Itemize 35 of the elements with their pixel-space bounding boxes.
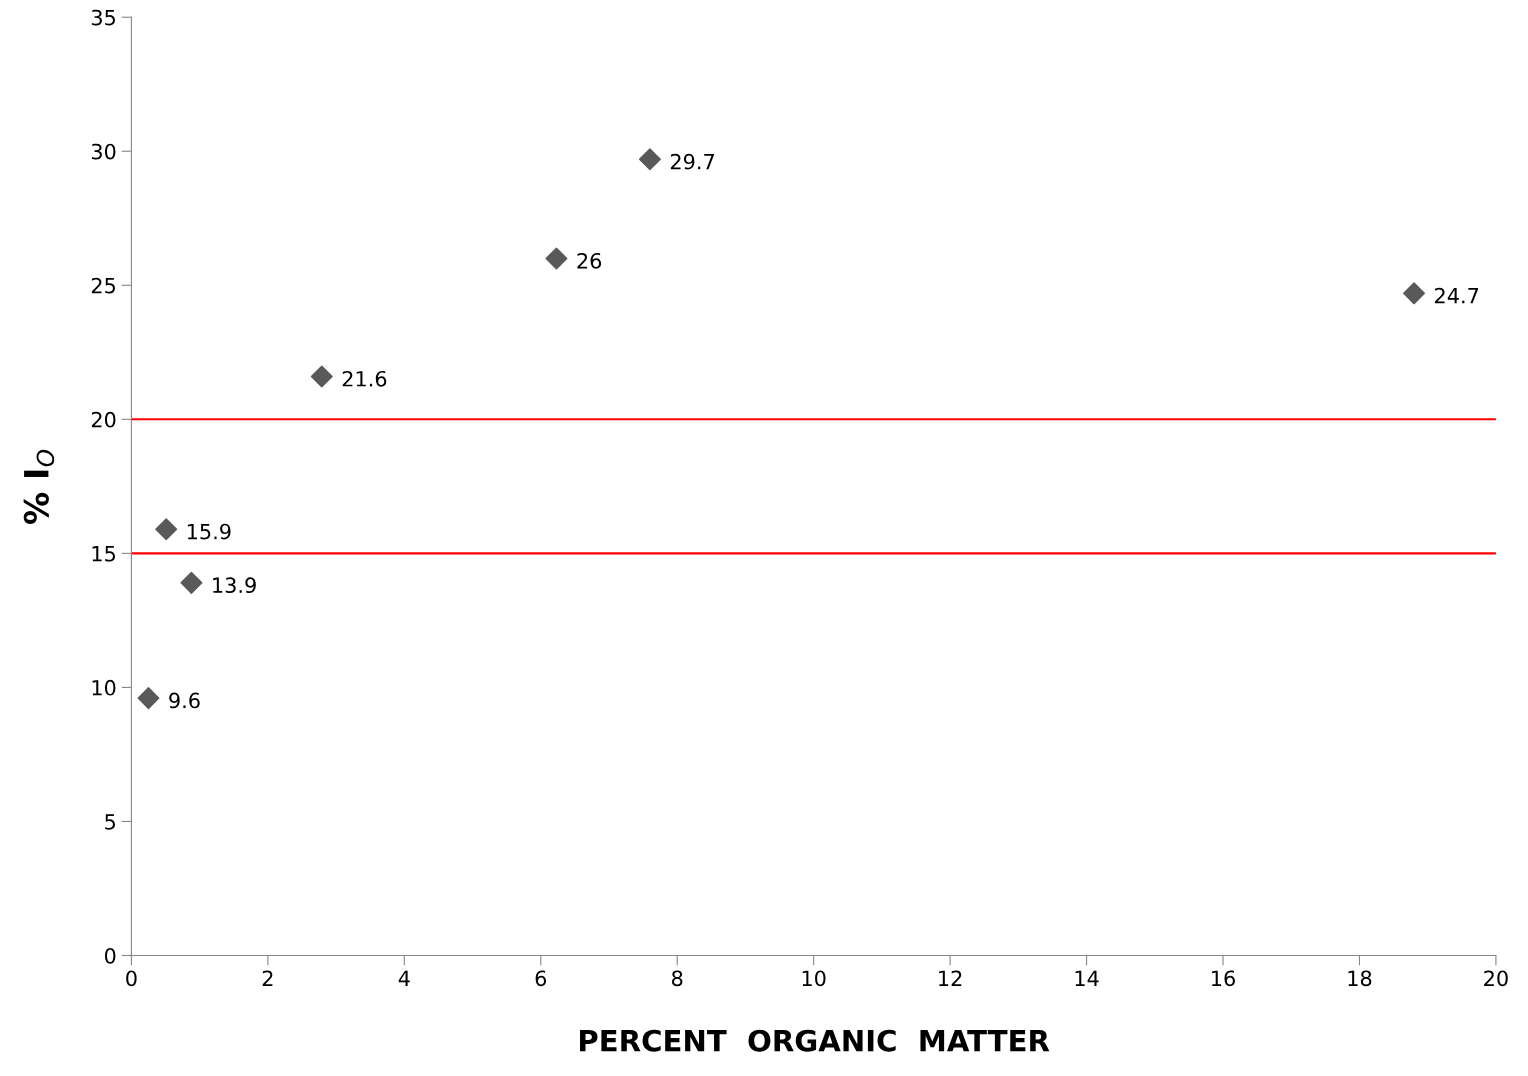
x-tick-label: 12 <box>939 970 962 986</box>
point <box>545 247 568 270</box>
point <box>1403 282 1426 305</box>
point <box>155 518 178 541</box>
data-label: 13.9 <box>213 577 256 594</box>
y-tick-label: 30 <box>91 143 116 160</box>
x-tick-label: 20 <box>1484 970 1508 987</box>
data-label: 29.7 <box>670 153 714 170</box>
y-tick-label: 15 <box>92 546 115 562</box>
y-tick-label: 25 <box>91 277 115 294</box>
y-tick-label: 20 <box>91 411 116 428</box>
data-label: 21.6 <box>342 370 387 387</box>
x-tick-label: 18 <box>1348 970 1372 987</box>
x-tick-label: 10 <box>802 970 826 987</box>
x-tick-label: 16 <box>1212 970 1235 987</box>
data-label: 15.9 <box>187 523 231 540</box>
y-tick-label: 35 <box>91 9 115 26</box>
y-tick-label: 5 <box>105 814 116 830</box>
x-tick-label: 4 <box>398 970 410 986</box>
x-tick-label: 6 <box>535 970 547 987</box>
x-tick-label: 8 <box>671 970 683 987</box>
point <box>310 365 333 388</box>
point <box>137 687 160 710</box>
data-label: 24.7 <box>1435 287 1479 304</box>
x-tick-label: 14 <box>1075 970 1099 986</box>
y-axis-title: % I$_{O}$ <box>23 449 55 524</box>
data-label: 9.6 <box>169 692 200 709</box>
x-tick-label: 0 <box>126 970 137 987</box>
point <box>638 148 661 171</box>
y-tick-label: 10 <box>92 679 116 696</box>
point <box>180 571 203 594</box>
data-label: 26 <box>577 252 602 269</box>
x-tick-label: 2 <box>262 970 273 986</box>
y-tick-label: 0 <box>104 947 116 964</box>
x-axis-title: PERCENT ORGANIC MATTER <box>580 1029 1050 1052</box>
